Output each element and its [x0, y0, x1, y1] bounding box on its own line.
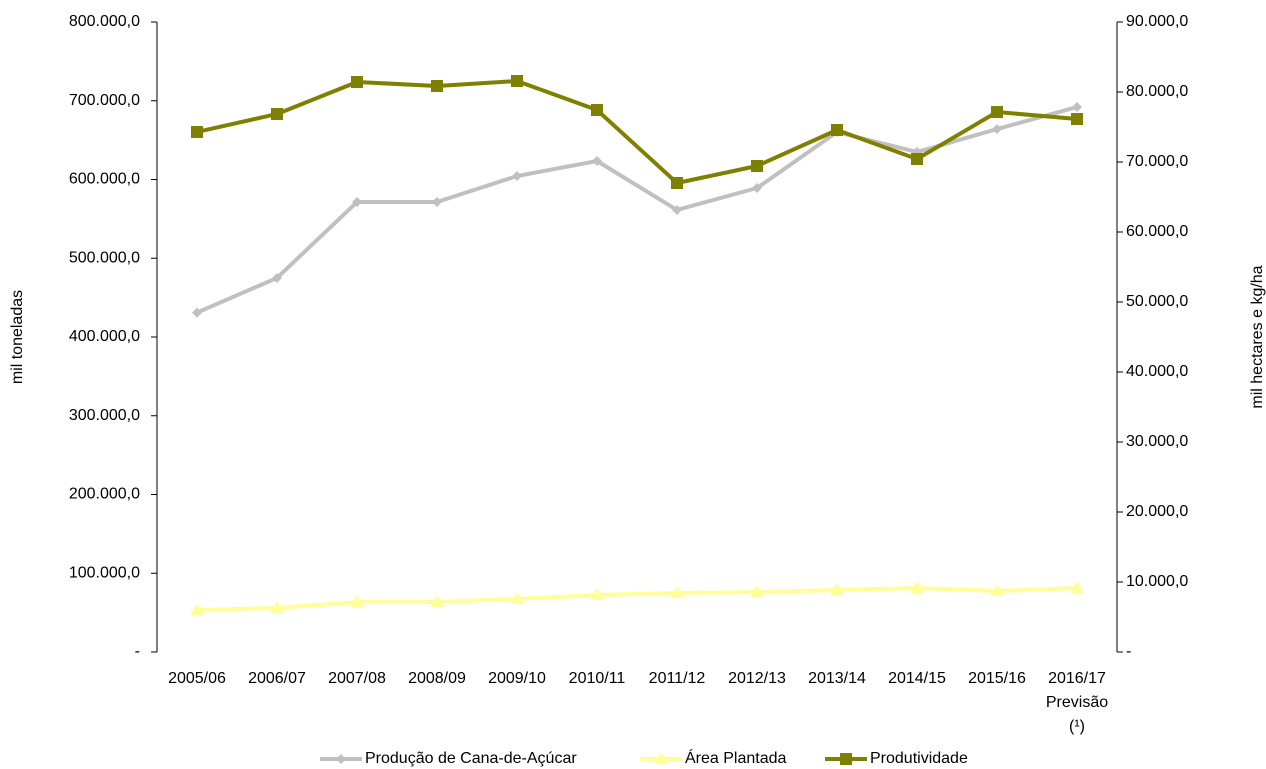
point [591, 103, 603, 116]
point [192, 307, 202, 318]
point [831, 124, 843, 137]
point [271, 107, 283, 120]
x-tick-label: 2008/09 [408, 670, 466, 687]
point [510, 592, 524, 605]
point [191, 125, 203, 138]
y-tick-label: 500.000,0 [69, 249, 140, 266]
point [190, 603, 204, 615]
point [990, 584, 1004, 597]
y-tick-label: 600.000,0 [69, 171, 140, 188]
point [1072, 102, 1082, 113]
y2-tick-label: 10.000,0 [1126, 573, 1188, 590]
point [672, 204, 682, 215]
point [1071, 113, 1083, 126]
point [430, 595, 444, 608]
y-tick-label: - [135, 643, 140, 660]
point [750, 585, 764, 598]
y-tick-label: 300.000,0 [69, 407, 140, 424]
y2-tick-label: 50.000,0 [1126, 293, 1188, 310]
series-line [196, 105, 1078, 315]
point [352, 197, 362, 208]
y-tick-label: 400.000,0 [69, 328, 140, 345]
y-axis-label: mil toneladas [9, 290, 26, 384]
x-tick-label: 2010/11 [569, 670, 626, 687]
point [1070, 581, 1084, 594]
point [991, 106, 1003, 119]
series-line [196, 586, 1078, 612]
point [432, 197, 442, 208]
point [590, 588, 604, 601]
legend-marker [336, 754, 346, 764]
y2-tick-label: 40.000,0 [1126, 363, 1188, 380]
x-tick-label: 2016/17 Previsão (¹) [1046, 670, 1108, 735]
y2-tick-label: 20.000,0 [1126, 503, 1188, 520]
y2-tick-label: 30.000,0 [1126, 433, 1188, 450]
point [351, 75, 363, 88]
y-tick-label: 100.000,0 [69, 564, 140, 581]
y2-axis-label: mil hectares e kg/ha [1249, 265, 1266, 408]
point [350, 595, 364, 608]
y2-tick-label: 70.000,0 [1126, 153, 1188, 170]
y-tick-label: 800.000,0 [69, 13, 140, 30]
series-line [196, 79, 1078, 185]
point [592, 155, 602, 166]
point [270, 600, 284, 613]
point [671, 177, 683, 189]
legend-marker [840, 753, 852, 765]
x-tick-label: 2012/13 [728, 670, 786, 687]
y2-tick-label: - [1126, 643, 1131, 660]
y-tick-label: 700.000,0 [69, 92, 140, 109]
point [992, 124, 1002, 135]
point [751, 159, 763, 172]
point [431, 79, 443, 92]
x-tick-label: 2014/15 [888, 670, 946, 687]
point [511, 75, 523, 88]
x-tick-label: 2009/10 [488, 670, 546, 687]
legend-marker [654, 752, 668, 764]
point [670, 585, 684, 598]
point [752, 183, 762, 194]
x-tick-label: 2007/08 [328, 670, 386, 687]
x-tick-label: 2005/06 [168, 670, 226, 687]
x-tick-label: 2006/07 [248, 670, 306, 687]
x-tick-label: 2015/16 [968, 670, 1026, 687]
point [830, 582, 844, 595]
y2-tick-label: 80.000,0 [1126, 83, 1188, 100]
y2-tick-label: 60.000,0 [1126, 223, 1188, 240]
legend-label: Produtividade [870, 750, 968, 767]
y2-tick-label: 90.000,0 [1126, 13, 1188, 30]
point [910, 581, 924, 594]
legend-label: Área Plantada [685, 748, 787, 767]
point [911, 152, 923, 165]
legend-label: Produção de Cana-de-Açúcar [365, 750, 577, 767]
point [512, 171, 522, 182]
x-tick-label: 2011/12 [649, 670, 706, 687]
point [272, 272, 282, 283]
y-tick-label: 200.000,0 [69, 486, 140, 503]
x-tick-label: 2013/14 [808, 670, 866, 687]
